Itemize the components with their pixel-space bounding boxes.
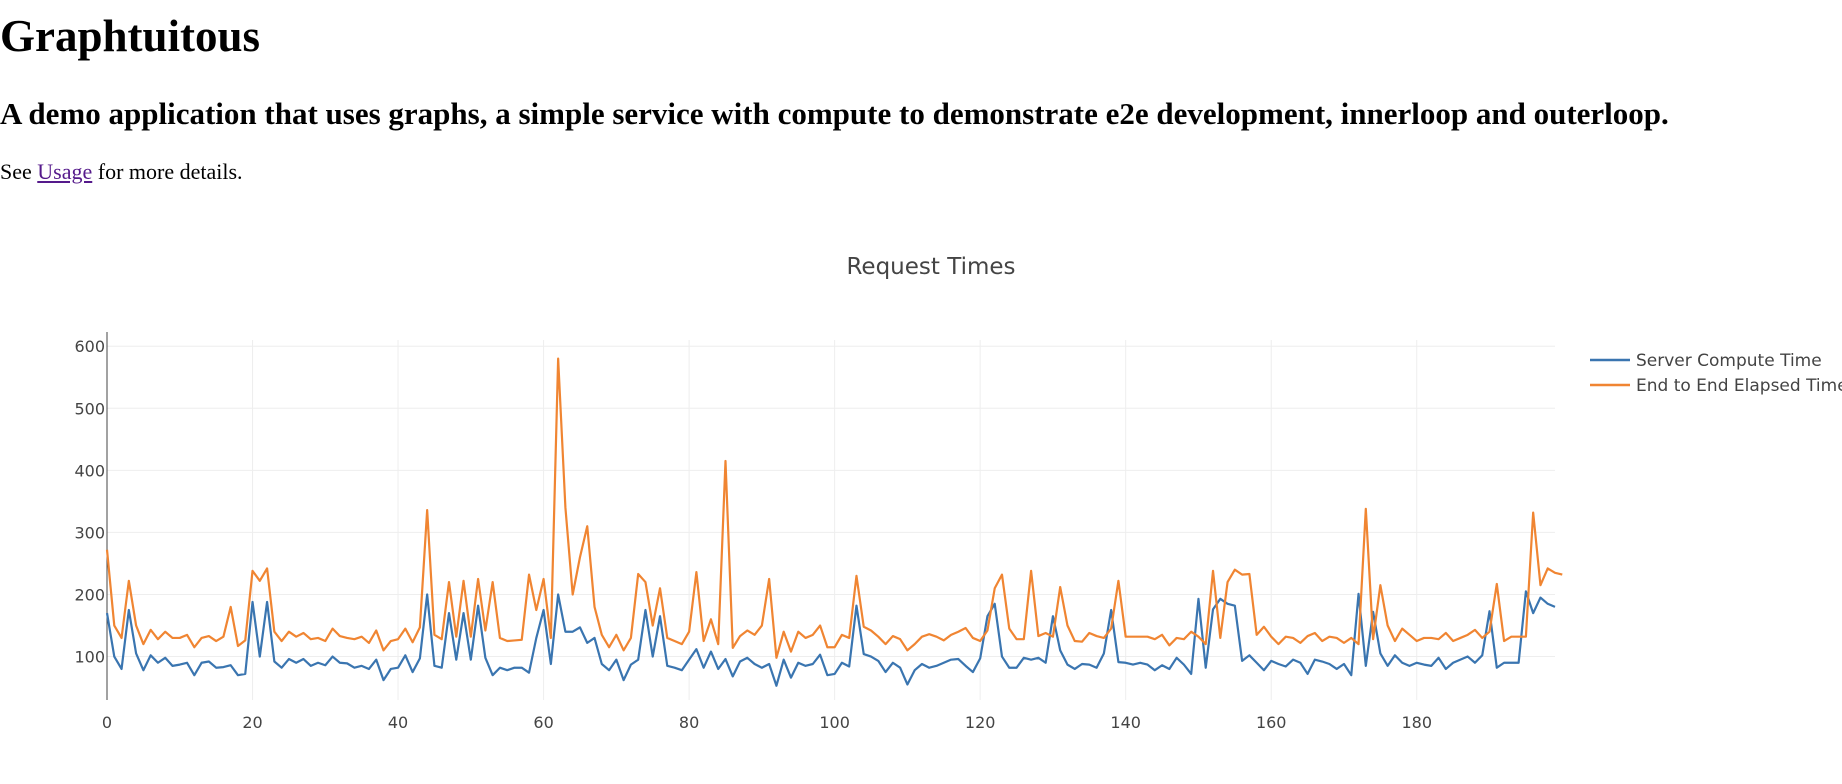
chart-legend[interactable]: Server Compute Time End to End Elapsed Ti… xyxy=(1590,351,1842,396)
legend-item-1[interactable]: Server Compute Time xyxy=(1590,351,1822,371)
page-title: Graphtuitous xyxy=(0,11,261,61)
x-tick-label: 120 xyxy=(965,713,996,730)
page-subtitle: A demo application that uses graphs, a s… xyxy=(0,96,1669,131)
usage-link[interactable]: Usage xyxy=(37,159,93,184)
series-line-1 xyxy=(105,590,1556,687)
usage-note-prefix: See xyxy=(0,159,38,184)
x-tick-label: 0 xyxy=(102,713,112,730)
legend-label: Server Compute Time xyxy=(1636,351,1822,371)
chart-title: Request Times xyxy=(846,254,1015,280)
y-tick-label: 200 xyxy=(74,585,105,604)
x-tick-label: 160 xyxy=(1256,713,1287,730)
chart-axes: 0 20 40 60 80 100 120 140 160 180 100 200 300 400 500 6… xyxy=(74,332,1432,730)
series-line-2 xyxy=(105,357,1563,659)
y-tick-label: 300 xyxy=(74,523,105,542)
x-tick-label: 60 xyxy=(533,713,553,730)
legend-label: End to End Elapsed Time xyxy=(1636,376,1842,396)
y-tick-label: 600 xyxy=(74,337,105,356)
legend-item-2[interactable]: End to End Elapsed Time xyxy=(1590,376,1842,396)
usage-note-suffix: for more details. xyxy=(92,159,243,184)
x-tick-label: 40 xyxy=(388,713,408,730)
usage-note: See Usage for more details. xyxy=(0,161,243,183)
x-tick-label: 100 xyxy=(819,713,850,730)
x-tick-label: 140 xyxy=(1110,713,1141,730)
request-times-chart: Request Times 0 20 40 60 80 100 120 140 160 180 10… xyxy=(74,254,1842,730)
y-tick-label: 500 xyxy=(74,399,105,418)
x-tick-label: 20 xyxy=(242,713,262,730)
y-tick-label: 400 xyxy=(74,461,105,480)
x-tick-label: 80 xyxy=(679,713,699,730)
chart-grid xyxy=(107,340,1555,700)
chart-lines xyxy=(105,357,1563,687)
x-tick-label: 180 xyxy=(1401,713,1432,730)
y-tick-label: 100 xyxy=(74,648,105,667)
